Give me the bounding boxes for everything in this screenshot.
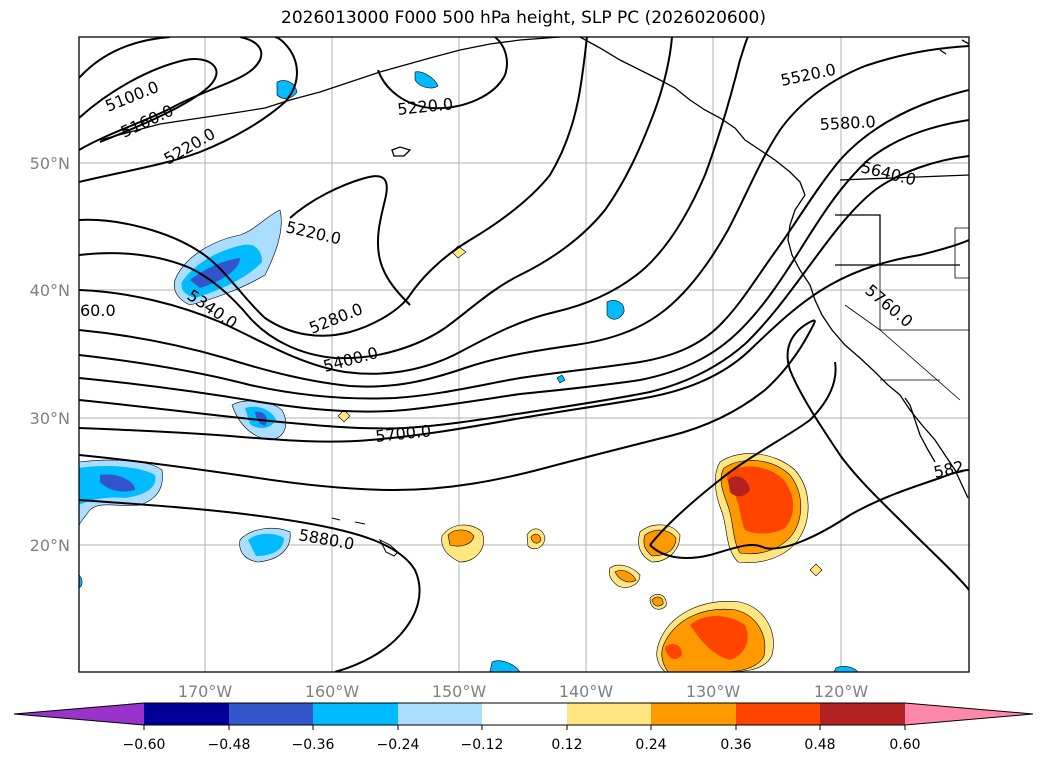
shaded-anomalies	[79, 71, 859, 672]
colorbar-swatch	[820, 703, 905, 725]
contour-5220-west	[79, 37, 298, 183]
contour-5580	[79, 119, 969, 413]
colorbar-tick: 0.36	[720, 737, 751, 753]
contour-5880b	[649, 469, 969, 559]
colorbar-tick: −0.12	[461, 737, 504, 753]
lon-label: 170°W	[178, 682, 233, 701]
lon-label: 160°W	[305, 682, 360, 701]
contour-5460	[79, 45, 969, 388]
contour-5820	[79, 499, 421, 672]
colorbar-swatch	[229, 703, 313, 725]
colorbar-swatch	[398, 703, 482, 725]
colorbar-tick: 0.48	[804, 737, 835, 753]
map-title: 2026013000 F000 500 hPa height, SLP PC (…	[281, 8, 766, 28]
lon-label: 120°W	[814, 682, 869, 701]
colorbar-tick: 0.12	[551, 737, 582, 753]
contour-5400	[79, 37, 749, 375]
contour-5220-north	[377, 37, 508, 110]
lon-label: 140°W	[559, 682, 614, 701]
colorbar-tick: −0.36	[292, 737, 335, 753]
lat-label: 50°N	[30, 154, 70, 173]
contour-5280	[79, 37, 588, 337]
lat-label: 20°N	[30, 536, 70, 555]
colorbar-swatch	[567, 703, 651, 725]
contour-5880	[649, 361, 837, 546]
lon-label: 150°W	[432, 682, 487, 701]
colorbar-swatch	[144, 703, 229, 725]
colorbar-tick: −0.48	[208, 737, 251, 753]
height-contours	[79, 37, 969, 672]
colorbar-min-extend	[14, 703, 144, 725]
colorbar: −0.60 −0.48 −0.36 −0.24 −0.12 0.12 0.24 …	[13, 702, 1034, 753]
gridlines	[79, 37, 969, 672]
colorbar-tick: 0.60	[889, 737, 920, 753]
contour-5760	[79, 319, 969, 591]
lat-label: 40°N	[30, 281, 70, 300]
lat-label: 30°N	[30, 409, 70, 428]
map-frame	[78, 36, 970, 673]
lon-axis-labels: 170°W 160°W 150°W 140°W 130°W 120°W	[178, 682, 869, 701]
lon-label: 130°W	[686, 682, 741, 701]
contour-5640	[79, 155, 969, 430]
colorbar-max-extend	[905, 703, 1033, 725]
colorbar-swatch	[736, 703, 820, 725]
colorbar-tick: −0.24	[377, 737, 420, 753]
contour-5160	[79, 37, 263, 151]
colorbar-swatch	[482, 703, 567, 725]
coastlines	[99, 37, 969, 557]
lat-axis-labels: 50°N 40°N 30°N 20°N	[30, 154, 70, 555]
contour-label: 60.0	[80, 301, 116, 320]
colorbar-tick: −0.60	[123, 737, 166, 753]
contour-5220-mid	[289, 175, 411, 306]
contour-5100	[79, 58, 218, 143]
contour-5340	[79, 37, 673, 360]
colorbar-swatch	[651, 703, 736, 725]
contour-label: 5580.0	[819, 112, 876, 134]
colorbar-tick: 0.24	[635, 737, 666, 753]
contour-5700	[79, 239, 969, 443]
contour-5520	[79, 89, 969, 400]
map-background	[79, 37, 969, 672]
colorbar-swatch	[313, 703, 398, 725]
